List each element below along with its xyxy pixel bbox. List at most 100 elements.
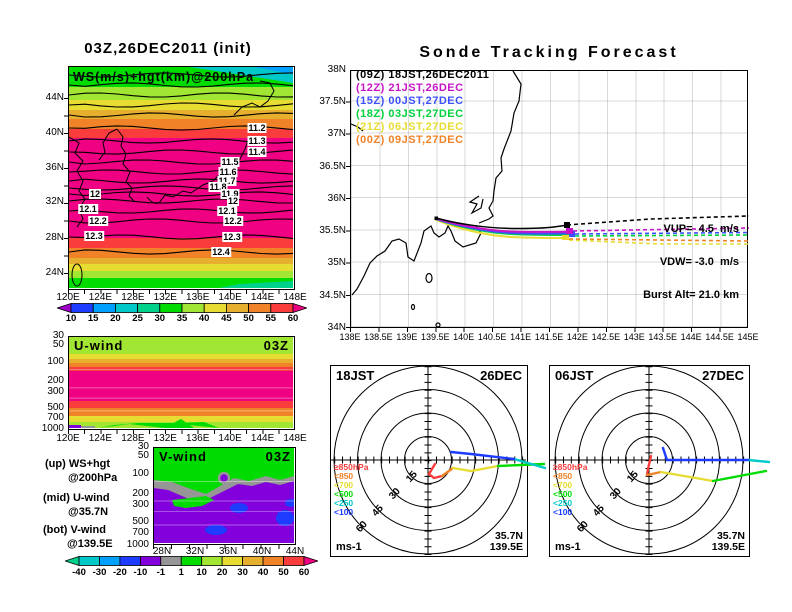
note-mid-lat: @35.7N [68,506,109,518]
hodograph-time: 18JST [336,368,375,383]
pressure-label: 100 [47,356,64,367]
contour-label: 12.2 [223,216,243,226]
colorbar-tick: -20 [113,567,127,578]
pressure-label: 500 [47,402,64,413]
contour-label: 12 [226,196,240,206]
colorbar-tick: 35 [176,313,188,324]
colorbar-tick: 40 [198,313,210,324]
station-coords: 35.7N 139.5E [712,531,745,553]
lat-tick-label: 24N [45,267,64,278]
lon-tick-label: 120E [56,292,80,303]
pressure-label: 500 [132,516,149,527]
contour-label: 11.4 [247,147,267,157]
lon-tick-label: 144.5E [705,332,734,342]
contour-label: 12.1 [217,206,237,216]
lon-tick-label: 144E [250,433,275,444]
lon-tick-label: 148E [283,292,307,303]
lat-tick-label: 37.5N [319,96,346,107]
lat-tick-label: 38N [327,64,346,75]
panel-d-colorbar [65,556,318,566]
lat-tick-label: 32N [45,196,64,207]
burst-value: Burst Alt= 21.0 km [643,289,739,301]
level-legend-item: <700 [334,480,354,490]
lon-tick-label: 139E [396,332,418,342]
lat-tick-label: 36N [218,546,238,557]
colorbar-tick: -40 [72,567,86,578]
hodograph-right-drawing [550,365,771,555]
contour-label: 11.7 [217,176,237,186]
contour-label: 11.6 [218,167,238,177]
lon-tick-label: 120E [56,433,80,444]
lat-tick-label: 36N [327,193,346,204]
colorbar-tick: -30 [92,567,107,578]
colorbar-tick: -1 [156,567,166,578]
hodograph-date: 26DEC [480,368,522,383]
lon-tick-label: 144E [680,332,702,342]
panel-a-field-label: WS(m/s)+hgt(km)@200hPa [73,70,255,84]
contour-label: 12.4 [211,247,231,257]
lon-tick-label: 140.5E [477,332,507,342]
pressure-label: 1000 [126,539,149,550]
level-legend-item: <700 [553,480,573,490]
pressure-label: 50 [52,339,64,350]
station-coords: 35.7N 139.5E [490,531,523,553]
pressure-label: 100 [132,468,149,479]
station-lat: 35.7N [494,530,523,542]
colorbar-tick: 20 [216,567,228,578]
lon-tick-label: 132E [153,433,177,444]
lon-tick-label: 145E [737,332,759,342]
panel-a-title: 03Z,26DEC2011 (init) [84,40,252,57]
contour-label: 12 [88,189,102,199]
lat-tick-label: 36.5N [319,161,346,172]
lon-tick-label: 136E [186,292,210,303]
lon-tick-label: 138E [339,332,361,342]
lat-tick-label: 40N [45,127,64,138]
hodograph-unit: ms-1 [336,541,362,553]
lat-tick-label: 35N [327,257,346,268]
contour-label: 12.3 [84,231,104,241]
note-mid: (mid) U-wind [43,492,110,504]
vup-value: VUP= 4.5 m/s [663,223,739,235]
level-legend-item: <850 [334,471,354,481]
lon-tick-label: 140E [218,292,242,303]
note-up-level: @200hPa [68,472,118,484]
pressure-label: 200 [132,488,149,499]
legend-item: (00Z) 09JST,27DEC [356,134,464,146]
lon-tick-label: 143.5E [648,332,677,342]
lon-tick-label: 140E [453,332,475,342]
pressure-label: 300 [47,386,64,397]
pressure-label: 200 [47,375,64,386]
level-legend-item: <250 [553,498,573,508]
colorbar-tick: 45 [221,313,232,324]
x-axis-ticks [350,328,748,332]
panel-a-map: WS(m/s)+hgt(km)@200hPa 11.2 11.3 11.4 11… [68,66,295,290]
contour-label: 12.3 [222,232,242,242]
lon-tick-label: 143E [623,332,645,342]
hodograph-time: 06JST [555,368,594,383]
lon-tick-label: 141E [510,332,532,342]
lon-tick-label: 128E [121,433,145,444]
lat-tick-label: 28N [152,546,172,557]
pressure-label: 700 [132,527,149,538]
colorbar-tick: 10 [196,567,207,578]
contour-label: 12.2 [88,216,108,226]
x-axis-ticks [153,545,296,549]
pressure-label: 300 [132,499,149,510]
lat-tick-label: 40N [252,546,272,557]
lon-tick-label: 124E [88,292,113,303]
lon-tick-label: 148E [283,433,307,444]
colorbar-tick: 10 [65,313,77,324]
colorbar-tick: 50 [243,313,254,324]
lon-tick-label: 142E [566,332,588,342]
lat-tick-label: 32N [185,546,205,557]
sonde-tracking-drawing [350,70,750,328]
lon-tick-label: 128E [121,292,145,303]
lon-tick-label: 139.5E [421,332,450,342]
lon-tick-label: 138.5E [364,332,393,342]
pressure-label: 30 [52,330,64,341]
lon-tick-label: 142.5E [591,332,621,342]
lat-tick-label: 28N [45,232,64,243]
x-axis-ticks [68,290,295,294]
x-axis-ticks [68,430,295,434]
